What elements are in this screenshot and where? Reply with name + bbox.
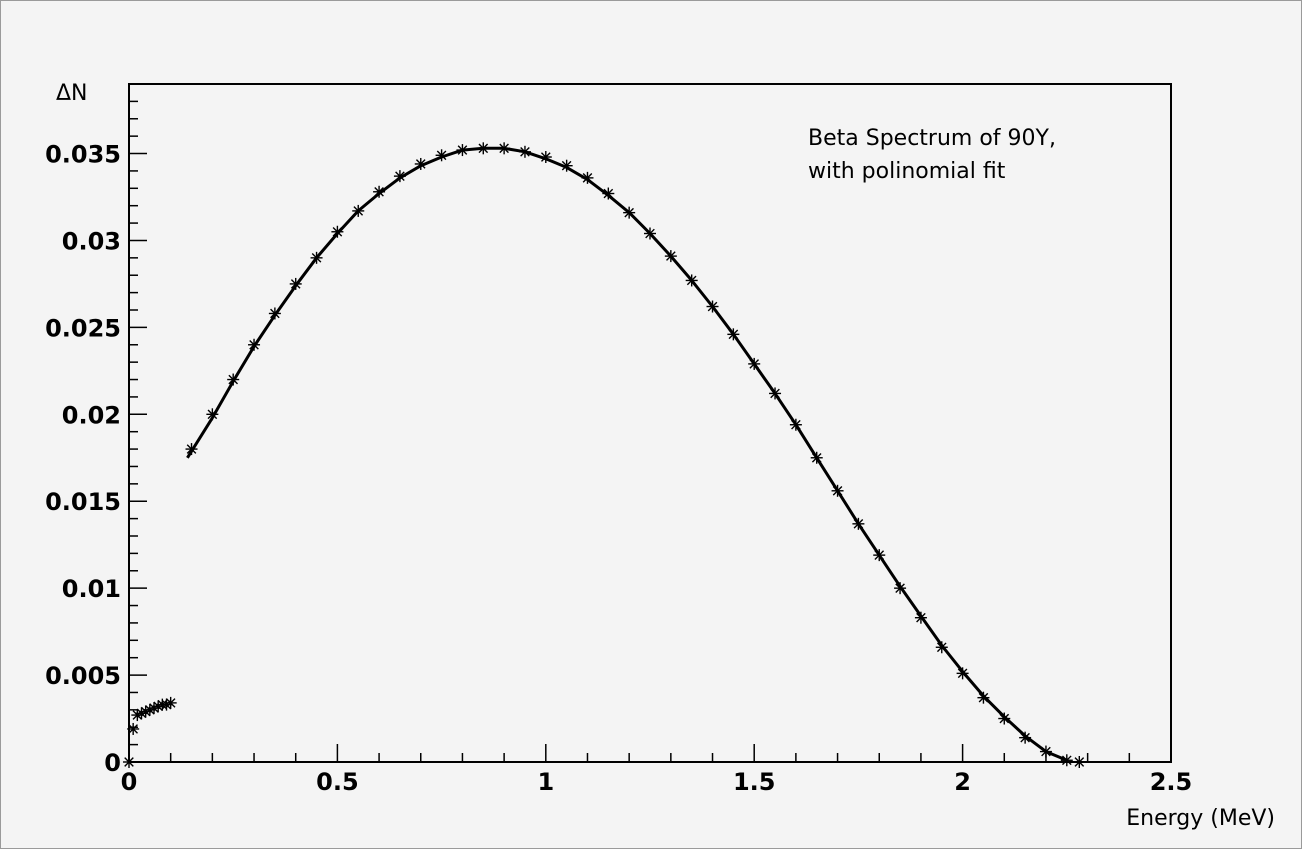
y-tick-label: 0.01 [62,575,121,603]
y-tick-label: 0.02 [62,401,121,429]
y-axis-label: ΔN [56,81,88,106]
x-tick-label: 2.5 [1150,768,1193,796]
y-tick-label: 0.015 [45,488,121,516]
data-point [1060,754,1073,767]
data-point [664,250,677,263]
data-point [393,170,406,183]
y-tick-label: 0.03 [62,227,121,255]
data-point [123,756,135,768]
data-point [769,387,782,400]
data-point [560,159,573,172]
data-point [1073,756,1086,768]
data-point [373,185,386,198]
x-axis-label: Energy (MeV) [1126,806,1275,831]
axis-tick-labels: 0 0.5 1 1.5 2 2.5 0 0.005 0.01 0.015 0.02 0.025 0.03… [45,141,1192,796]
data-point [539,151,552,164]
data-point [789,418,802,431]
data-point [727,328,740,341]
x-tick-label: 0.5 [316,768,359,796]
data-point [644,227,656,240]
annotation-line-1: Beta Spectrum of 90Y, [808,126,1056,151]
plot-frame [128,83,1172,763]
data-point [206,408,219,421]
data-point [706,300,719,313]
x-tick-label: 0 [121,768,138,796]
x-tick-label: 2 [954,768,971,796]
data-point [164,696,177,709]
data-point [414,157,427,170]
data-point [498,142,511,155]
axis-ticks [128,83,1172,763]
data-points [123,142,1086,768]
data-point [127,722,140,735]
data-point [685,274,698,287]
data-point [518,145,531,158]
data-point [602,187,615,200]
data-point [623,206,636,219]
data-point [914,611,927,624]
fit-line [186,146,1068,762]
data-point [289,277,302,290]
data-point [268,307,281,320]
data-point [998,712,1011,725]
data-point [1019,731,1032,744]
data-point [352,204,365,217]
data-point [748,357,761,370]
data-point [456,144,469,157]
data-point [935,641,948,654]
data-point [810,451,823,464]
data-point [227,373,240,386]
y-tick-label: 0.035 [45,141,121,169]
data-point [310,251,323,264]
y-tick-label: 0.025 [45,314,121,342]
y-tick-label: 0.005 [45,662,121,690]
data-point [435,149,448,162]
data-point [248,338,261,351]
x-tick-label: 1.5 [733,768,776,796]
data-point [185,443,198,456]
data-point [956,667,969,680]
fit-curve-group [186,146,1068,762]
data-point [894,582,907,595]
data-point [977,691,990,704]
data-point [873,549,886,562]
y-tick-label: 0 [104,749,121,777]
data-point [477,142,490,155]
data-point [1039,745,1052,758]
data-point [852,517,865,530]
data-point [331,225,344,238]
annotation-line-2: with polinomial fit [808,159,1006,184]
data-point [831,484,844,497]
data-point [581,171,594,184]
x-tick-label: 1 [537,768,554,796]
